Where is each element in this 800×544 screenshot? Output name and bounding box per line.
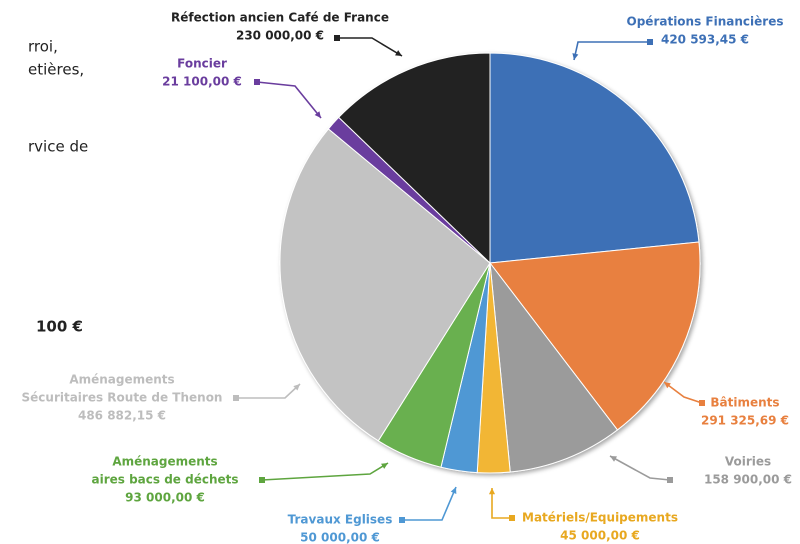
leader-line bbox=[663, 381, 703, 404]
leader-line bbox=[573, 41, 650, 61]
slice-label: Bâtiments bbox=[710, 396, 779, 410]
slice-label: Aménagements bbox=[112, 455, 217, 469]
slice-label: Sécuritaires Route de Thenon bbox=[22, 391, 223, 405]
leader-arrow bbox=[488, 488, 496, 495]
value-label: 291 325,69 € bbox=[701, 414, 789, 428]
leader-arrow bbox=[572, 53, 579, 60]
background-text: rvice de bbox=[28, 138, 88, 156]
slice-label: Foncier bbox=[177, 57, 227, 71]
leader-line bbox=[337, 37, 403, 57]
slice-label: Matériels/Equipements bbox=[522, 511, 678, 525]
leader-arrow bbox=[395, 50, 402, 56]
value-label: 50 000,00 € bbox=[300, 531, 380, 544]
leader-line bbox=[609, 455, 671, 481]
value-label: 158 900,00 € bbox=[704, 473, 792, 487]
pie-slice bbox=[489, 241, 701, 431]
pie-slice bbox=[338, 52, 491, 265]
leader-line bbox=[261, 462, 389, 481]
leader-line bbox=[256, 81, 322, 119]
leader-arrow bbox=[381, 463, 388, 469]
pie-slice bbox=[489, 52, 700, 264]
leader-arrow bbox=[293, 384, 300, 391]
leader-arrow bbox=[610, 456, 617, 462]
leader-line bbox=[491, 488, 512, 519]
slice-label: Aménagements bbox=[69, 373, 174, 387]
slice-label: aires bacs de déchets bbox=[91, 473, 238, 487]
leader-line bbox=[236, 383, 301, 399]
leader-line bbox=[402, 486, 457, 521]
slice-label: Voiries bbox=[725, 455, 771, 469]
value-label: 486 882,15 € bbox=[78, 409, 166, 423]
background-text: rroi, bbox=[28, 38, 58, 56]
pie-slice bbox=[489, 261, 619, 473]
pie-slice bbox=[279, 128, 491, 442]
leader-arrow bbox=[450, 487, 457, 494]
value-label: 45 000,00 € bbox=[560, 529, 640, 543]
value-label: 21 100,00 € bbox=[162, 75, 242, 89]
value-label: 230 000,00 € bbox=[236, 29, 324, 43]
value-label: 420 593,45 € bbox=[661, 33, 749, 47]
slice-label: Travaux Eglises bbox=[288, 513, 393, 527]
background-text: 100 € bbox=[36, 318, 83, 336]
slice-label: Opérations Financières bbox=[627, 15, 784, 29]
leader-arrow bbox=[314, 111, 321, 118]
pie bbox=[279, 52, 701, 474]
labels: Opérations Financières 420 593,45 € Bâtime… bbox=[22, 11, 793, 544]
slice-label: Réfection ancien Café de France bbox=[171, 11, 389, 25]
background-text: etières, bbox=[28, 61, 84, 79]
value-label: 93 000,00 € bbox=[125, 491, 205, 505]
leader-arrow bbox=[664, 382, 671, 389]
